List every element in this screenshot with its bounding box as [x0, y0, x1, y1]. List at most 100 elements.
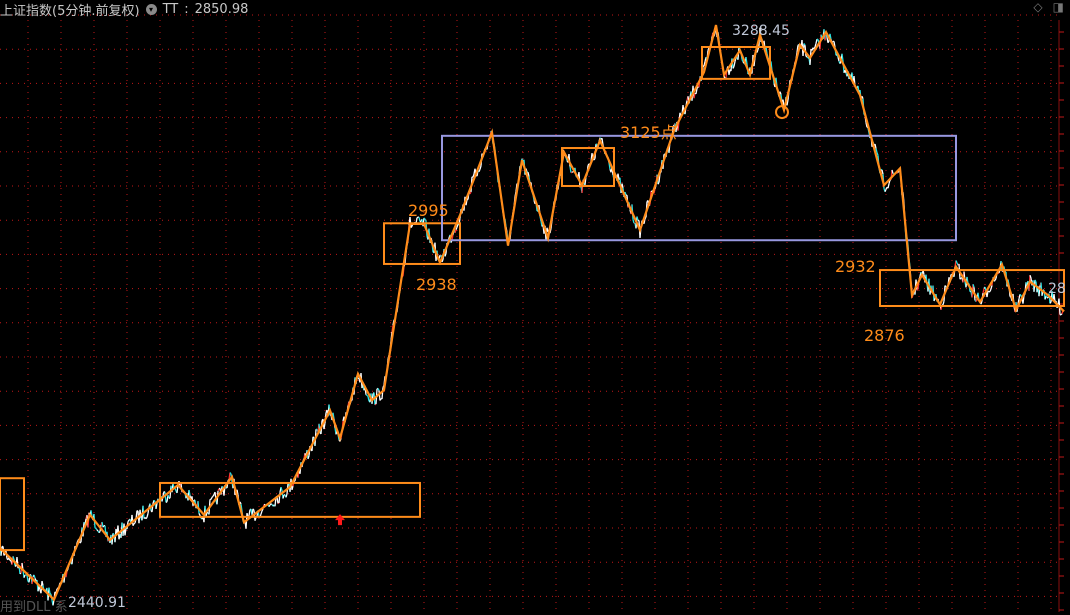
annotation-2995: 2995: [408, 201, 449, 220]
price-segment: [164, 491, 165, 492]
price-segment: [146, 517, 147, 518]
price-segment: [134, 523, 135, 524]
price-segment: [816, 39, 817, 43]
price-segment: [956, 260, 957, 262]
price-segment: [882, 170, 883, 174]
indicator-value: 2850.98: [195, 2, 249, 17]
price-segment: [249, 510, 250, 516]
price-segment: [995, 278, 996, 280]
price-segment: [154, 500, 155, 502]
price-segment: [211, 497, 212, 499]
price-segment: [1020, 294, 1021, 295]
circle-marker-icon: [776, 106, 788, 118]
chart-title: 上证指数(5分钟.前复权): [0, 0, 140, 19]
price-segment: [658, 182, 659, 184]
price-segment: [976, 299, 977, 301]
price-segment: [633, 220, 634, 224]
price-segment: [382, 387, 383, 399]
price-segment: [455, 230, 456, 233]
footer-text: 用到DLL 系: [0, 596, 68, 615]
price-segment: [456, 227, 457, 229]
price-segment: [888, 184, 889, 188]
price-segment: [994, 281, 995, 282]
price-segment: [113, 533, 114, 534]
grid-lines: [0, 15, 1058, 612]
range-box: [702, 47, 770, 79]
price-segment: [99, 532, 100, 533]
price-segment: [734, 61, 735, 66]
price-segment: [572, 172, 573, 173]
price-segment: [96, 528, 97, 529]
price-segment: [945, 286, 946, 287]
price-segment: [20, 573, 21, 574]
price-segment: [269, 505, 270, 507]
diamond-icon[interactable]: ◇: [1033, 0, 1042, 14]
annotation-2938: 2938: [416, 275, 457, 294]
price-segment: [881, 169, 882, 170]
price-segment: [271, 504, 272, 505]
price-segment: [1035, 280, 1036, 282]
price-segment: [97, 530, 98, 531]
price-segment: [34, 575, 35, 578]
price-segment: [733, 66, 734, 68]
last-price-label: 28: [1048, 281, 1066, 297]
price-segment: [166, 502, 167, 503]
price-segment: [479, 169, 480, 171]
price-segment: [990, 289, 991, 292]
price-segment: [133, 524, 134, 526]
price-segment: [95, 528, 96, 529]
price-segment: [253, 509, 254, 511]
price-segment: [213, 495, 214, 497]
range-box: [442, 136, 956, 240]
price-segment: [804, 44, 805, 46]
price-segment: [470, 192, 471, 194]
annotation-2876: 2876: [864, 326, 905, 345]
price-segment: [983, 288, 984, 293]
price-segment: [375, 404, 376, 405]
high-price-label: 3288.45: [732, 23, 790, 39]
colon-separator: :: [184, 2, 188, 17]
annotation-3125: 3125点: [620, 119, 677, 143]
panel-toggle-icon[interactable]: ◨: [1053, 0, 1064, 14]
price-segment: [480, 166, 481, 169]
price-line: [0, 28, 1063, 606]
price-segment: [828, 41, 829, 43]
price-segment: [261, 511, 262, 514]
price-segment: [988, 291, 989, 292]
price-segment: [1039, 285, 1040, 296]
price-segment: [218, 489, 219, 491]
price-segment: [199, 513, 200, 515]
price-segment: [80, 542, 81, 543]
price-segment: [1046, 296, 1047, 298]
price-segment: [1050, 302, 1051, 304]
price-segment: [1061, 314, 1062, 315]
price-segment: [281, 487, 282, 490]
price-segment: [378, 388, 379, 390]
price-segment: [570, 166, 571, 172]
range-box: [0, 478, 24, 550]
price-segment: [885, 189, 886, 191]
price-segment: [596, 144, 597, 145]
chart-header: 上证指数(5分钟.前复权) ▾ TT : 2850.98: [0, 0, 248, 18]
price-segment: [991, 285, 992, 289]
price-segment: [806, 56, 807, 57]
price-segment: [943, 301, 944, 305]
price-segment: [50, 594, 51, 595]
price-segment: [411, 226, 412, 227]
price-segment: [207, 512, 208, 513]
price-segment: [175, 488, 176, 491]
price-segment: [960, 278, 961, 279]
up-arrow-icon: [335, 514, 345, 525]
price-segment: [212, 496, 213, 497]
price-segment: [917, 289, 918, 290]
price-segment: [128, 520, 129, 522]
indicator-name: TT: [163, 2, 179, 17]
right-price-axis: [1059, 20, 1064, 612]
price-segment: [103, 526, 104, 528]
price-segment: [366, 395, 367, 396]
price-segment: [368, 396, 369, 401]
chevron-down-icon[interactable]: ▾: [146, 4, 157, 15]
price-segment: [367, 395, 368, 396]
price-segment: [230, 473, 231, 474]
